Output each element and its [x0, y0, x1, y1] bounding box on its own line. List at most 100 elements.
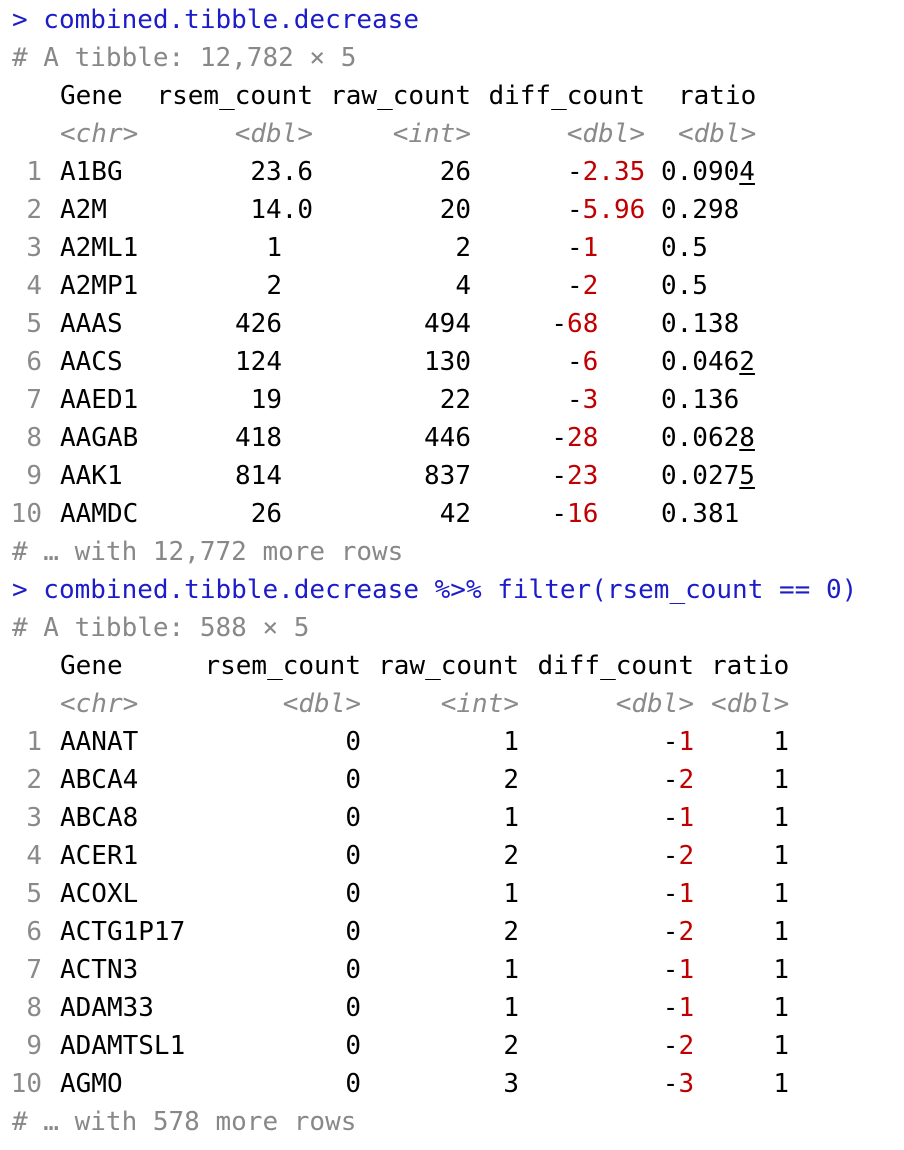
ratio-value: 1 [773, 765, 789, 795]
minus-sign: - [662, 841, 679, 871]
gene-name: AACS [60, 347, 123, 377]
rsem-count: 0 [345, 727, 361, 757]
row-number: 5 [26, 309, 42, 339]
table-row: 10 AAMDC 26 42 -16 0.381 [0, 495, 904, 533]
ratio-value: 1 [773, 727, 789, 757]
ratio-value: 0.5 [661, 229, 781, 267]
col-header-ratio: ratio [678, 81, 757, 111]
header-row-2: Gene rsem_count raw_count diff_count ratio [0, 647, 904, 685]
diff-value: 23 [567, 461, 599, 491]
diff-value: 5.96 [582, 195, 646, 225]
ratio-value: 1 [773, 955, 789, 985]
diff-value: 6 [582, 347, 599, 377]
row-number: 9 [26, 1031, 42, 1061]
diff-count: -2 [663, 761, 723, 799]
table-row: 4 A2MP1 2 4 -2 0.5 [0, 267, 904, 305]
minus-sign: - [662, 993, 679, 1023]
rsem-count: 0 [345, 955, 361, 985]
minus-sign: - [662, 1031, 679, 1061]
rsem-count: 124 [235, 347, 282, 377]
col-header-raw: raw_count [330, 81, 471, 111]
command-line-1: > combined.tibble.decrease [12, 5, 419, 35]
type-diff: <dbl> [615, 689, 694, 719]
raw-count: 2 [503, 1031, 519, 1061]
type-row-1: <chr> <dbl> <int> <dbl> <dbl> [0, 115, 904, 153]
ratio-value: 0.381 [661, 495, 781, 533]
gene-name: A2M [60, 195, 107, 225]
raw-count: 2 [503, 765, 519, 795]
diff-count: -23 [551, 457, 751, 495]
diff-value: 1 [678, 727, 695, 757]
gene-name: AAK1 [60, 461, 123, 491]
type-ratio: <dbl> [678, 119, 757, 149]
table-row: 10 AGMO 0 3 -3 1 [0, 1065, 904, 1103]
row-number: 7 [26, 955, 42, 985]
ratio-digits: 0.5 [661, 271, 708, 301]
rsem-count: 0 [345, 993, 361, 1023]
gene-name: ACTN3 [60, 955, 139, 985]
rsem-count: 26 [250, 499, 282, 529]
ratio-value: 0.0904 [661, 153, 781, 191]
table-row: 6 ACTG1P17 0 2 -2 1 [0, 913, 904, 951]
type-rsem: <dbl> [282, 689, 361, 719]
gene-name: ACOXL [60, 879, 139, 909]
diff-value: 28 [567, 423, 599, 453]
table-row: 7 AAED1 19 22 -3 0.136 [0, 381, 904, 419]
minus-sign: - [567, 195, 583, 225]
minus-sign: - [662, 1069, 679, 1099]
table-row: 5 ACOXL 0 1 -1 1 [0, 875, 904, 913]
row-number: 9 [26, 461, 42, 491]
ratio-digits: 0.062 [661, 423, 740, 453]
diff-count: -68 [551, 305, 751, 343]
row-number: 4 [26, 841, 42, 871]
row-number: 3 [26, 803, 42, 833]
diff-value: 1 [582, 233, 599, 263]
table-row: 8 AAGAB 418 446 -28 0.0628 [0, 419, 904, 457]
rsem-count: 1 [266, 233, 282, 263]
raw-count: 494 [424, 309, 471, 339]
minus-sign: - [567, 385, 583, 415]
minus-sign: - [551, 309, 568, 339]
gene-name: ACTG1P17 [60, 917, 186, 947]
ratio-value: 0.136 [661, 381, 781, 419]
raw-count: 446 [424, 423, 471, 453]
table-row: 3 ABCA8 0 1 -1 1 [0, 799, 904, 837]
diff-value: 2.35 [582, 157, 646, 187]
ratio-value: 1 [773, 841, 789, 871]
gene-name: AAAS [60, 309, 123, 339]
ratio-value: 1 [773, 1069, 789, 1099]
command-line-2: > combined.tibble.decrease %>% filter(rs… [12, 575, 858, 605]
more-rows-note-1: # … with 12,772 more rows [12, 537, 404, 567]
row-number: 2 [26, 765, 42, 795]
type-diff: <dbl> [566, 119, 645, 149]
diff-value: 1 [678, 955, 695, 985]
table-row: 9 AAK1 814 837 -23 0.0275 [0, 457, 904, 495]
col-header-gene: Gene [60, 651, 123, 681]
gene-name: A2MP1 [60, 271, 139, 301]
rsem-count: 14.0 [250, 195, 313, 225]
gene-name: ADAMTSL1 [60, 1031, 186, 1061]
minus-sign: - [567, 157, 583, 187]
diff-value: 2 [678, 765, 695, 795]
type-gene: <chr> [60, 689, 139, 719]
minus-sign: - [551, 461, 568, 491]
tibble-summary-1: # A tibble: 12,782 × 5 [12, 43, 357, 73]
table-row: 9 ADAMTSL1 0 2 -2 1 [0, 1027, 904, 1065]
rsem-count: 426 [235, 309, 282, 339]
ratio-value: 0.5 [661, 267, 781, 305]
diff-value: 16 [567, 499, 599, 529]
minus-sign: - [662, 765, 679, 795]
type-gene: <chr> [60, 119, 139, 149]
gene-name: A2ML1 [60, 233, 139, 263]
rsem-count: 0 [345, 765, 361, 795]
col-header-gene: Gene [60, 81, 123, 111]
gene-name: AGMO [60, 1069, 123, 1099]
diff-count: -1 [663, 723, 723, 761]
minus-sign: - [662, 917, 679, 947]
rsem-count: 418 [235, 423, 282, 453]
raw-count: 837 [424, 461, 471, 491]
ratio-value: 1 [773, 803, 789, 833]
raw-count: 2 [455, 233, 471, 263]
row-number: 8 [26, 993, 42, 1023]
ratio-insignificant-digit: 2 [739, 347, 755, 377]
